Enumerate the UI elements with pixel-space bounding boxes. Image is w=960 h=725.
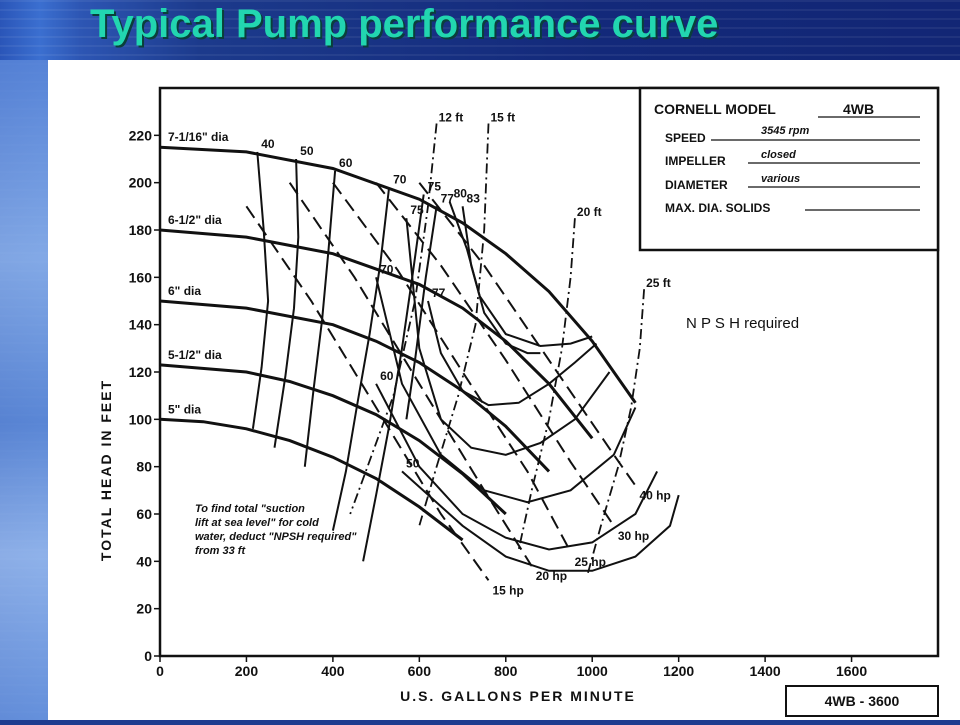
y-tick-label: 180 bbox=[129, 222, 153, 238]
y-tick-label: 220 bbox=[129, 127, 153, 143]
speed-value: 3545 rpm bbox=[761, 125, 810, 137]
note-line-1: To find total "suction bbox=[195, 503, 305, 515]
chart-ticks: 0 20 40 60 80 100 120 140 160 180 200 220 0 200 400 600… bbox=[129, 127, 868, 679]
npsh-curve bbox=[349, 123, 438, 515]
efficiency-curve bbox=[273, 158, 300, 448]
efficiency-label: 75 bbox=[410, 203, 424, 217]
impeller-curve bbox=[159, 299, 551, 473]
model-value: 4WB bbox=[843, 101, 874, 117]
y-tick-label: 80 bbox=[136, 459, 152, 475]
efficiency-curve bbox=[405, 206, 438, 420]
y-tick-label: 120 bbox=[129, 364, 153, 380]
npsh-label: 20 ft bbox=[577, 205, 602, 219]
power-curve bbox=[418, 182, 637, 487]
power-curve bbox=[288, 182, 533, 567]
npsh-label: 25 ft bbox=[646, 276, 671, 290]
npsh-label: 12 ft bbox=[439, 111, 464, 125]
x-tick-label: 600 bbox=[408, 663, 432, 679]
note-line-3: water, deduct "NPSH required" bbox=[195, 531, 357, 543]
curve-code-box: 4WB - 3600 bbox=[785, 685, 939, 717]
speed-label: SPEED bbox=[665, 131, 706, 145]
efficiency-curve bbox=[375, 383, 658, 551]
impeller-curve bbox=[159, 228, 594, 440]
x-tick-label: 800 bbox=[494, 663, 518, 679]
power-label: 40 hp bbox=[639, 489, 670, 503]
efficiency-label: 77 bbox=[441, 191, 455, 205]
npsh-curve bbox=[587, 289, 645, 574]
slide-title: Typical Pump performance curve bbox=[90, 2, 719, 46]
y-tick-label: 100 bbox=[129, 411, 153, 427]
efficiency-label: 50 bbox=[300, 144, 314, 158]
impeller-label: 5-1/2" dia bbox=[168, 348, 222, 362]
npsh-curve bbox=[418, 123, 490, 527]
efficiency-label: 70 bbox=[393, 172, 407, 186]
impeller-curve bbox=[159, 145, 637, 404]
model-info-box: CORNELL MODEL 4WB SPEED 3545 rpm IMPELLE… bbox=[638, 86, 940, 252]
x-axis-label: U.S. GALLONS PER MINUTE bbox=[400, 688, 636, 704]
y-tick-label: 200 bbox=[129, 175, 153, 191]
efficiency-label: 80 bbox=[454, 187, 468, 201]
efficiency-curve bbox=[401, 470, 680, 572]
x-tick-label: 400 bbox=[321, 663, 345, 679]
efficiency-label: 50 bbox=[406, 456, 420, 470]
efficiency-label: 75 bbox=[428, 180, 442, 194]
x-tick-label: 1000 bbox=[577, 663, 608, 679]
npsh-required-label: N P S H required bbox=[686, 315, 799, 332]
diameter-value: various bbox=[761, 173, 800, 185]
y-tick-label: 60 bbox=[136, 506, 152, 522]
power-curve bbox=[332, 182, 572, 553]
x-tick-label: 200 bbox=[235, 663, 259, 679]
note-line-4: from 33 ft bbox=[195, 545, 246, 557]
efficiency-curve bbox=[331, 187, 391, 531]
y-tick-label: 40 bbox=[136, 553, 152, 569]
note-line-2: lift at sea level" for cold bbox=[195, 517, 319, 529]
efficiency-curve bbox=[375, 277, 637, 504]
impeller-label: IMPELLER bbox=[665, 154, 726, 168]
efficiency-label: 83 bbox=[467, 191, 481, 205]
efficiency-curve bbox=[448, 201, 593, 348]
model-label: CORNELL MODEL bbox=[654, 101, 776, 117]
power-label: 30 hp bbox=[618, 529, 649, 543]
impeller-label: 7-1/16" dia bbox=[168, 130, 229, 144]
suction-note: To find total "suction lift at sea level… bbox=[195, 503, 357, 557]
x-tick-label: 0 bbox=[156, 663, 164, 679]
efficiency-curve bbox=[405, 218, 611, 456]
efficiency-curve bbox=[461, 206, 541, 355]
x-tick-label: 1200 bbox=[663, 663, 694, 679]
curve-code: 4WB - 3600 bbox=[825, 693, 900, 709]
npsh-curve bbox=[517, 218, 576, 550]
impeller-curve bbox=[159, 417, 464, 542]
power-label: 15 hp bbox=[492, 583, 523, 597]
impeller-label: 6" dia bbox=[168, 284, 201, 298]
diameter-label: DIAMETER bbox=[665, 178, 728, 192]
solids-label: MAX. DIA. SOLIDS bbox=[665, 201, 770, 215]
impeller-value: closed bbox=[761, 149, 796, 161]
power-curve bbox=[375, 182, 615, 527]
impeller-curve bbox=[159, 363, 507, 516]
x-tick-label: 1600 bbox=[836, 663, 867, 679]
efficiency-label: 60 bbox=[339, 156, 353, 170]
efficiency-curve bbox=[427, 300, 598, 407]
y-tick-label: 20 bbox=[136, 601, 152, 617]
chart-paper: 40 50 60 70 75 77 80 83 77 75 70 60 50 15 hp 20 hp 25 h… bbox=[48, 60, 960, 720]
efficiency-curve bbox=[251, 151, 270, 429]
x-tick-label: 1400 bbox=[750, 663, 781, 679]
impeller-label: 6-1/2" dia bbox=[168, 213, 222, 227]
power-label: 25 hp bbox=[575, 555, 606, 569]
power-label: 20 hp bbox=[536, 569, 567, 583]
y-tick-label: 0 bbox=[144, 648, 152, 664]
efficiency-label: 60 bbox=[380, 369, 394, 383]
y-tick-label: 160 bbox=[129, 269, 153, 285]
slide-left-accent bbox=[0, 60, 48, 720]
npsh-label: 15 ft bbox=[490, 111, 515, 125]
y-axis-label: TOTAL HEAD IN FEET bbox=[98, 379, 114, 561]
y-tick-label: 140 bbox=[129, 317, 153, 333]
impeller-label: 5" dia bbox=[168, 402, 201, 416]
efficiency-label: 40 bbox=[261, 137, 275, 151]
